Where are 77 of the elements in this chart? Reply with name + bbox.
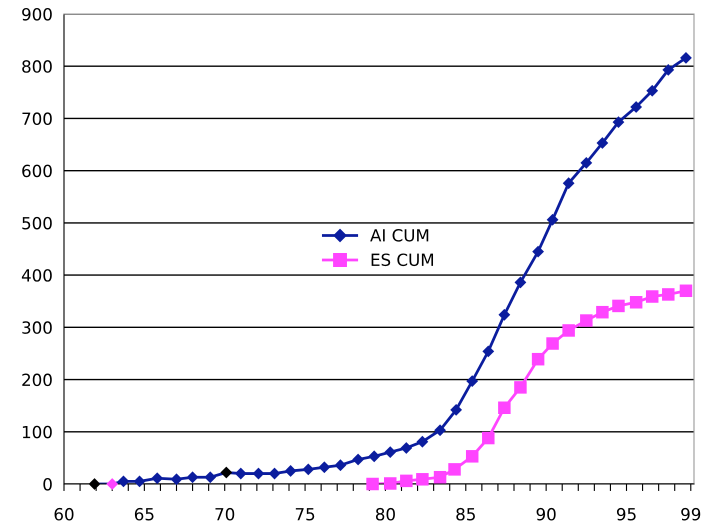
- point: [234, 468, 247, 480]
- x-tick-label: 60: [54, 508, 74, 521]
- point: [302, 463, 314, 476]
- point: [220, 466, 232, 478]
- y-tick-label: 900: [22, 8, 52, 21]
- point: [318, 461, 330, 474]
- y-tick-label: 100: [22, 426, 52, 438]
- y-tick-label: 500: [22, 216, 52, 230]
- point: [352, 454, 364, 466]
- x-tick-label: 95: [616, 508, 636, 521]
- point: [498, 308, 510, 321]
- point: [546, 214, 558, 226]
- point: [134, 475, 146, 488]
- point: [532, 352, 544, 366]
- point: [450, 404, 462, 416]
- point: [466, 375, 478, 388]
- point: [416, 473, 429, 486]
- y-tick-label: 400: [22, 269, 52, 282]
- point: [630, 296, 642, 309]
- x-tick-label: 90: [536, 508, 556, 521]
- point: [466, 450, 478, 463]
- point: [284, 465, 296, 477]
- point: [434, 424, 446, 436]
- point: [186, 471, 198, 484]
- point: [482, 345, 494, 358]
- point: [151, 472, 164, 484]
- point: [252, 468, 264, 480]
- point: [170, 473, 182, 486]
- point: [580, 156, 592, 169]
- point: [562, 324, 575, 337]
- point: [434, 470, 446, 484]
- x-tick-label: 80: [376, 508, 395, 521]
- point: [514, 381, 527, 394]
- y-tick-label: 800: [22, 60, 52, 73]
- point: [646, 290, 658, 303]
- point: [482, 432, 495, 444]
- point: [580, 314, 593, 327]
- x-tick-label: 85: [456, 508, 475, 521]
- point: [498, 402, 511, 414]
- point: [612, 300, 625, 312]
- point: [612, 116, 624, 128]
- legend-label: ES CUM: [372, 253, 434, 266]
- point: [400, 442, 412, 454]
- point: [416, 436, 428, 448]
- point: [88, 478, 100, 490]
- point: [546, 337, 559, 350]
- point: [532, 246, 544, 258]
- point: [334, 459, 346, 472]
- y-tick-label: 700: [22, 112, 52, 126]
- point: [268, 468, 280, 480]
- point: [204, 471, 216, 484]
- point: [118, 475, 130, 488]
- point: [400, 474, 413, 488]
- point: [662, 288, 675, 301]
- point: [662, 64, 674, 76]
- x-tick-label: 65: [134, 508, 154, 521]
- point: [366, 478, 379, 490]
- legend-label: AI CUM: [370, 228, 428, 242]
- point: [384, 446, 396, 458]
- y-tick-label: 200: [22, 374, 52, 386]
- point: [384, 477, 396, 490]
- point: [596, 137, 608, 149]
- point: [596, 306, 609, 318]
- y-tick-label: 600: [22, 164, 52, 178]
- y-tick-label: 300: [22, 321, 52, 334]
- point: [646, 84, 658, 97]
- x-tick-label: 75: [296, 508, 314, 521]
- x-tick-label: 70: [215, 508, 234, 521]
- point: [562, 177, 575, 190]
- y-tick-label: 0: [43, 478, 52, 491]
- point: [630, 101, 642, 113]
- point: [368, 450, 380, 462]
- point: [448, 463, 461, 476]
- point: [680, 284, 692, 298]
- x-tick-label: 99: [681, 508, 700, 521]
- point: [680, 52, 692, 64]
- point: [514, 276, 526, 288]
